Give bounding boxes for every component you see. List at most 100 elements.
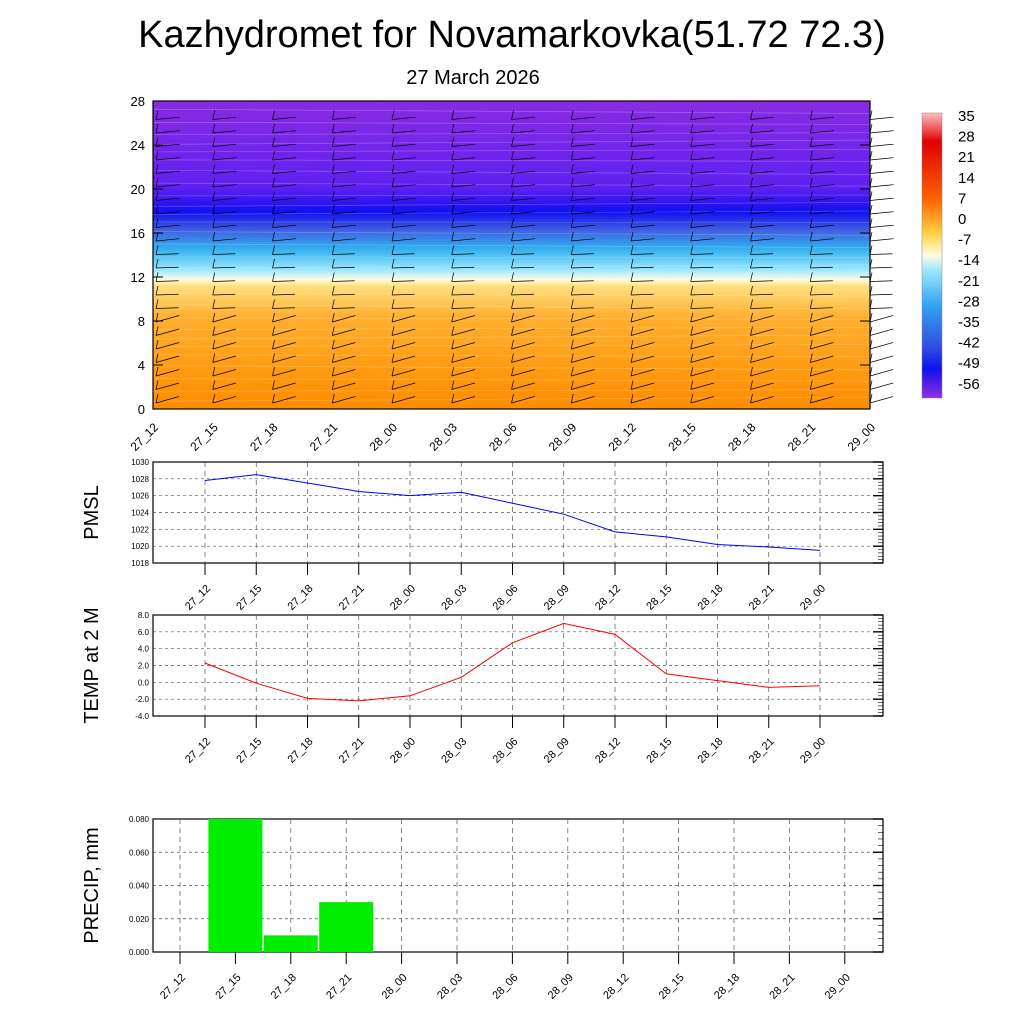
wind-barb <box>451 266 475 269</box>
wind-barb <box>451 170 476 174</box>
wind-barb-flag <box>155 285 159 296</box>
wind-barb <box>212 315 237 323</box>
x-tick-label: 27_18 <box>247 420 281 454</box>
wind-barb <box>571 293 594 296</box>
wind-barb-flag <box>391 218 395 228</box>
wind-barb <box>810 293 833 296</box>
wind-barb <box>750 143 775 147</box>
wind-barb <box>750 315 774 323</box>
wind-barb <box>212 382 237 390</box>
wind-barb <box>571 355 595 363</box>
x-tick-label: 29_00 <box>823 972 853 1002</box>
wind-barb-flag <box>272 123 275 134</box>
wind-barb <box>571 224 595 228</box>
wind-barb-flag <box>212 164 216 174</box>
wind-barb <box>511 280 535 282</box>
wind-barb-flag <box>809 353 813 363</box>
wind-barb <box>690 266 714 269</box>
wind-barb <box>690 253 714 255</box>
wind-barb <box>869 197 894 201</box>
wind-barb <box>511 224 536 228</box>
contour-line <box>152 202 871 207</box>
wind-barb-flag <box>155 393 159 404</box>
colorbar-label: 7 <box>958 190 966 207</box>
wind-barb <box>332 116 356 120</box>
wind-barb-flag <box>155 110 159 120</box>
contour-line <box>152 326 871 331</box>
wind-barb-flag <box>630 110 634 120</box>
wind-barb-flag <box>570 137 574 147</box>
wind-barb <box>750 328 774 336</box>
colorbar-label: -28 <box>958 293 980 310</box>
wind-barb <box>869 143 894 147</box>
contour-line <box>152 354 871 358</box>
wind-barb-flag <box>212 312 216 323</box>
wind-barb-flag <box>690 150 694 161</box>
wind-barb <box>332 342 356 350</box>
wind-barb <box>391 382 416 390</box>
wind-barb <box>690 396 715 404</box>
wind-barb-flag <box>331 218 335 228</box>
wind-barb <box>869 342 894 350</box>
wind-barb <box>750 369 774 377</box>
wind-barb <box>630 224 655 228</box>
wind-barb <box>212 143 237 147</box>
contour-line <box>152 108 871 114</box>
wind-barb-flag <box>451 272 455 282</box>
wind-barb <box>155 280 179 282</box>
wind-barb <box>630 396 655 404</box>
x-tick-label: 28_12 <box>601 972 631 1002</box>
wind-barb-flag <box>570 164 574 174</box>
contour-line <box>152 159 871 162</box>
y-tick-label: 0.020 <box>129 915 150 924</box>
wind-barb-flag <box>155 245 159 255</box>
wind-barb-flag <box>451 231 455 242</box>
wind-barb-flag <box>809 339 813 350</box>
wind-barb <box>630 293 654 296</box>
wind-barb <box>511 130 536 134</box>
wind-barb <box>451 184 476 188</box>
wind-barb <box>869 369 894 377</box>
x-tick-label: 27_15 <box>234 583 264 613</box>
wind-barb-flag <box>630 326 634 336</box>
wind-barb-flag <box>212 366 216 377</box>
wind-barb-flag <box>155 380 159 390</box>
wind-barb-flag <box>511 218 514 228</box>
wind-barb <box>511 143 536 147</box>
wind-barb-flag <box>630 366 634 377</box>
wind-barb-flag <box>630 150 634 161</box>
wind-barb-flag <box>809 164 813 174</box>
wind-barb <box>690 280 714 282</box>
wind-barb <box>272 328 296 336</box>
contour-line <box>152 243 871 248</box>
wind-barb-flag <box>272 299 275 309</box>
wind-barb-flag <box>451 326 455 336</box>
wind-barb <box>750 170 775 174</box>
wind-barb <box>451 382 476 390</box>
wind-barb-flag <box>570 393 574 404</box>
wind-barb-flag <box>272 366 275 377</box>
contour-line <box>152 317 871 320</box>
wind-barb-flag <box>155 353 159 363</box>
wind-barb-flag <box>212 150 216 161</box>
wind-barb-flag <box>690 164 694 174</box>
wind-barb-flag <box>391 110 395 120</box>
wind-barb <box>750 130 775 134</box>
wind-barb-flag <box>570 272 574 282</box>
wind-barb <box>155 224 180 228</box>
y-tick-label: 0.000 <box>129 948 150 957</box>
contour-line <box>152 378 871 382</box>
colorbar-label: 0 <box>958 211 966 228</box>
contour-line <box>152 389 871 392</box>
wind-barb-flag <box>809 299 813 309</box>
wind-barb <box>571 130 595 134</box>
wind-barb-flag <box>391 137 395 147</box>
wind-barb <box>391 307 415 309</box>
wind-barb-flag <box>272 285 275 296</box>
wind-barb <box>391 328 416 336</box>
wind-barb <box>810 396 834 404</box>
wind-barb <box>451 369 476 377</box>
x-tick-label: 27_21 <box>307 420 341 454</box>
wind-barb <box>332 355 356 363</box>
wind-barb-flag <box>511 366 514 377</box>
